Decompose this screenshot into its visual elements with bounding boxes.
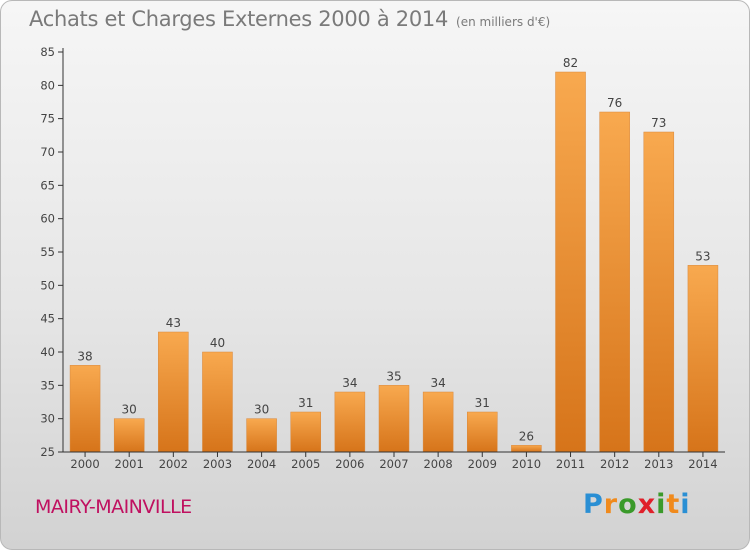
data-label-2011: 82 (563, 56, 578, 70)
x-tick-label: 2006 (335, 457, 364, 471)
x-tick-label: 2002 (159, 457, 188, 471)
x-tick-label: 2010 (512, 457, 541, 471)
x-tick-label: 2008 (423, 457, 452, 471)
x-tick-label: 2000 (70, 457, 99, 471)
y-tick-label: 80 (40, 78, 55, 92)
data-label-2012: 76 (607, 96, 622, 110)
bar-2004 (246, 418, 277, 453)
data-label-2004: 30 (254, 403, 269, 417)
bar-2002 (158, 331, 189, 453)
chart-title-text: Achats et Charges Externes 2000 à 2014 (29, 7, 449, 31)
x-tick-label: 2003 (203, 457, 232, 471)
bar-2011 (555, 71, 586, 453)
bar-2000 (69, 365, 101, 453)
chart-title: Achats et Charges Externes 2000 à 2014 (e… (29, 7, 550, 31)
bar-2003 (202, 351, 233, 453)
commune-name: MAIRY-MAINVILLE (35, 496, 192, 518)
data-label-2005: 31 (298, 396, 313, 410)
data-label-2013: 73 (651, 116, 666, 130)
x-tick-label: 2005 (291, 457, 320, 471)
y-tick-label: 50 (40, 278, 55, 292)
y-tick-label: 40 (40, 345, 55, 359)
y-tick-label: 35 (40, 378, 55, 392)
axes (58, 48, 725, 457)
data-label-2000: 38 (77, 349, 92, 363)
y-tick-label: 30 (40, 412, 55, 426)
data-label-2006: 34 (342, 376, 357, 390)
x-tick-label: 2001 (115, 457, 144, 471)
bar-2009 (467, 411, 498, 453)
data-label-2001: 30 (122, 403, 137, 417)
proxiti-logo: Proxiti (583, 489, 691, 520)
x-tick-label: 2013 (644, 457, 673, 471)
bar-2007 (378, 385, 410, 453)
data-label-2003: 40 (210, 336, 225, 350)
x-tick-label: 2014 (688, 457, 717, 471)
x-tick-label: 2004 (247, 457, 276, 471)
labels: 25 30 35 40 45 50 55 60 65 70 75 80 85 38 2000 30 2001 43… (40, 45, 717, 471)
data-label-2002: 43 (166, 316, 181, 330)
y-tick-label: 60 (40, 212, 55, 226)
x-tick-label: 2009 (468, 457, 497, 471)
chart-subtitle: (en milliers d'€) (456, 15, 551, 29)
y-tick-label: 65 (40, 178, 55, 192)
bar-2013 (643, 131, 675, 453)
data-label-2007: 35 (386, 369, 401, 383)
y-tick-label: 70 (40, 145, 55, 159)
y-tick-label: 25 (40, 445, 55, 459)
bar-2005 (290, 411, 321, 453)
bar-2010 (511, 445, 542, 453)
y-tick-label: 55 (40, 245, 55, 259)
y-tick-label: 45 (40, 312, 55, 326)
bar-2014 (687, 265, 719, 453)
x-tick-label: 2007 (379, 457, 408, 471)
bars (69, 71, 719, 453)
x-tick-label: 2012 (600, 457, 629, 471)
bar-2006 (334, 391, 366, 453)
bar-2001 (113, 418, 145, 453)
bar-2012 (599, 111, 630, 453)
bar-2008 (422, 391, 454, 453)
data-label-2010: 26 (519, 429, 534, 443)
data-label-2014: 53 (695, 249, 710, 263)
y-tick-label: 75 (40, 112, 55, 126)
data-label-2009: 31 (475, 396, 490, 410)
y-tick-label: 85 (40, 45, 55, 59)
data-label-2008: 34 (430, 376, 445, 390)
x-tick-label: 2011 (556, 457, 585, 471)
